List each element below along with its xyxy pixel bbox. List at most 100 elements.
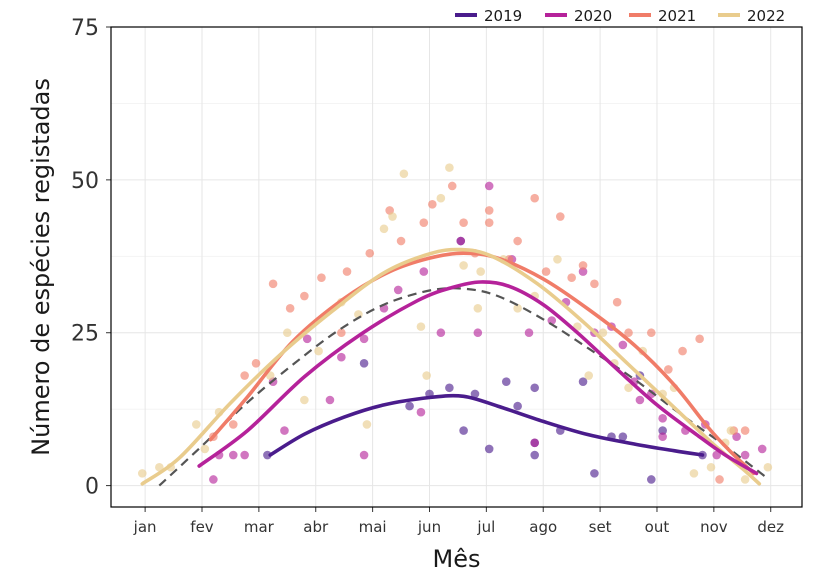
x-tick-label-mai: mai	[359, 518, 387, 536]
x-tick-label-jan: jan	[133, 518, 157, 536]
point-2022	[513, 303, 522, 313]
point-2022	[314, 346, 323, 356]
x-tick-label-fev: fev	[190, 518, 214, 536]
point-2019	[484, 444, 494, 454]
point-2020	[436, 328, 446, 338]
point-2021	[541, 267, 551, 276]
point-2019	[590, 469, 599, 478]
point-2021	[317, 273, 326, 283]
point-2021	[715, 475, 724, 484]
point-2020	[484, 181, 494, 191]
point-2021	[590, 279, 599, 289]
point-2020	[456, 236, 466, 246]
point-2022	[137, 469, 147, 478]
x-tick-label-ago: ago	[529, 518, 557, 536]
scatter-points	[137, 163, 773, 484]
point-2022	[300, 395, 309, 405]
point-2020	[228, 450, 238, 460]
point-2021	[365, 248, 375, 258]
point-2022	[584, 371, 594, 380]
point-2022	[283, 328, 292, 338]
point-2021	[268, 279, 278, 289]
point-2020	[635, 395, 645, 405]
point-2021	[459, 218, 468, 227]
y-tick-label-25: 25	[71, 322, 99, 347]
point-2022	[763, 462, 773, 472]
x-tick-label-jul: jul	[476, 518, 495, 536]
point-2022	[399, 169, 409, 179]
point-2020	[473, 328, 483, 338]
point-2020	[393, 285, 403, 295]
point-2022	[362, 420, 372, 429]
point-2019	[578, 377, 588, 386]
point-2020	[359, 334, 369, 344]
legend-label: 2019	[484, 7, 522, 25]
y-tick-label-75: 75	[71, 16, 99, 41]
point-2020	[658, 432, 667, 441]
point-2021	[396, 236, 406, 246]
point-2022	[192, 420, 201, 429]
legend-item-2022: 2022	[718, 7, 785, 25]
point-2021	[567, 273, 576, 283]
trend-curves	[140, 247, 766, 487]
point-2021	[300, 291, 309, 301]
legend-label: 2021	[658, 7, 696, 25]
point-2021	[740, 426, 750, 435]
point-2022	[200, 444, 210, 454]
point-2021	[664, 365, 673, 374]
point-2021	[447, 181, 457, 191]
point-2021	[240, 371, 249, 380]
point-2019	[530, 383, 539, 393]
grid	[111, 26, 802, 507]
x-tick-label-dez: dez	[757, 518, 784, 536]
point-2021	[484, 218, 494, 227]
point-2021	[530, 193, 539, 203]
point-2022	[706, 462, 716, 472]
point-2020	[359, 450, 369, 460]
point-2022	[388, 212, 397, 221]
point-2021	[555, 212, 565, 221]
point-2021	[578, 261, 588, 270]
point-2022	[726, 426, 736, 435]
point-2020	[337, 352, 346, 362]
x-tick-label-set: set	[589, 518, 612, 536]
legend-label: 2022	[747, 7, 785, 25]
point-2021	[678, 346, 687, 356]
point-2022	[476, 267, 485, 276]
point-2022	[740, 475, 750, 484]
point-2020	[325, 395, 335, 405]
y-tick-label-0: 0	[85, 475, 99, 500]
point-2022	[436, 193, 446, 203]
legend-item-2021: 2021	[629, 7, 696, 25]
y-axis-title: Número de espécies registadas	[27, 78, 55, 456]
point-2019	[618, 432, 628, 441]
point-2022	[689, 469, 699, 478]
point-2021	[513, 236, 522, 246]
x-axis-ticks: jan fev mar abr mai jun jul ago set out nov dez	[133, 507, 784, 536]
overall-trend-line	[158, 287, 766, 487]
point-2019	[405, 401, 414, 411]
point-2021	[612, 297, 622, 307]
point-2021	[428, 200, 437, 209]
point-2019	[501, 377, 511, 386]
x-tick-label-jun: jun	[417, 518, 441, 536]
plot-panel-border	[110, 26, 803, 508]
point-2022	[624, 383, 633, 393]
point-2022	[553, 255, 562, 264]
point-2019	[646, 475, 656, 484]
x-tick-label-out: out	[645, 518, 670, 536]
trend-line-2022	[140, 247, 762, 486]
x-tick-label-abr: abr	[303, 518, 329, 536]
y-axis-ticks: 0 25 50 75	[71, 16, 111, 500]
point-2022	[598, 328, 608, 338]
point-2021	[251, 359, 261, 368]
point-2020	[524, 328, 534, 338]
point-2021	[342, 267, 352, 276]
point-2019	[263, 450, 272, 460]
x-tick-label-nov: nov	[700, 518, 728, 536]
legend-label: 2020	[574, 7, 612, 25]
trend-line-2020	[197, 280, 759, 476]
point-2022	[416, 322, 426, 331]
point-2019	[530, 450, 539, 460]
